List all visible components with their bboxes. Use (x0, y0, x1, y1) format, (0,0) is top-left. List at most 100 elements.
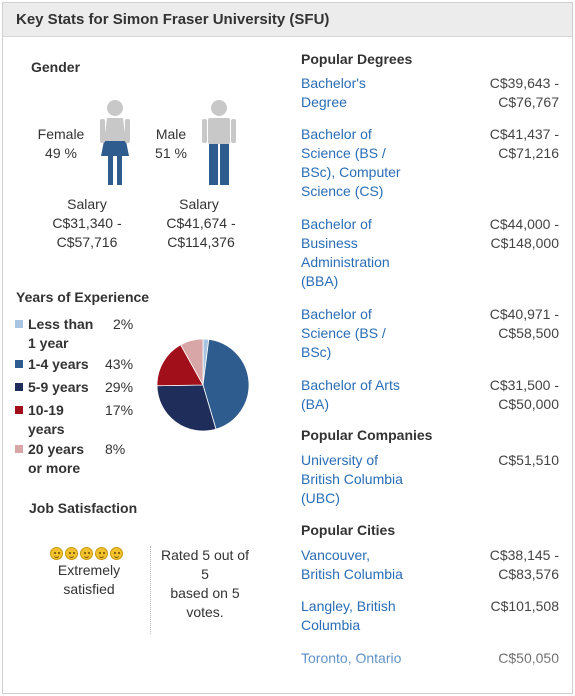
popular-companies-title: Popular Companies (301, 427, 433, 443)
satisfaction-text: Extremely satisfied (57, 562, 121, 597)
male-salary-low: C$41,674 - (166, 215, 236, 231)
salary-high: C$58,500 (498, 325, 559, 341)
legend-label-line1: 10-19 (28, 402, 64, 418)
pie-slice-5 (180, 338, 204, 387)
male-salary-high: C$114,376 (167, 234, 235, 250)
degree-link-line: Science (BS / (301, 145, 386, 161)
salary-low: C$40,971 - (489, 306, 559, 322)
smiley-icon (95, 546, 108, 560)
legend-swatch (15, 320, 23, 328)
pie-slice-3 (156, 384, 217, 432)
rated-line1: Rated 5 out of (161, 547, 249, 563)
satisfaction-divider (150, 546, 151, 634)
legend-label-line1: Less than (28, 316, 94, 332)
pie-slice-4 (156, 344, 204, 387)
pie-slice-2 (202, 338, 250, 430)
popular-cities-title: Popular Cities (301, 522, 396, 538)
smiley-icon (110, 546, 123, 560)
legend-label-line1: 5-9 years (28, 379, 89, 395)
degree-link-line: Bachelor of (301, 306, 372, 322)
salary-high: C$50,000 (498, 396, 559, 412)
salary-low: C$50,050 (498, 650, 559, 666)
legend-percent: 29% (105, 379, 134, 395)
female-salary-low: C$31,340 - (52, 215, 122, 231)
degree-link[interactable]: Bachelor's Degree (301, 74, 481, 112)
company-salary: C$51,510 (498, 452, 559, 468)
degree-link-line: Science (BS / (301, 325, 386, 341)
female-salary-label: Salary (67, 196, 107, 212)
legend-label-line2: 1 year (28, 335, 69, 351)
salary-low: C$39,643 - (489, 75, 559, 91)
city-salary: C$101,508 (443, 597, 559, 616)
degree-salary: C$40,971 - C$58,500 (443, 305, 559, 343)
city-link[interactable]: Langley, British Columbia (301, 597, 481, 635)
degree-link-line: Science (CS) (301, 183, 384, 199)
male-salary-label: Salary (179, 196, 219, 212)
experience-pie-chart (156, 338, 250, 432)
female-salary-high: C$57,716 (56, 234, 118, 250)
degree-salary: C$44,000 - C$148,000 (443, 215, 559, 253)
city-link-line: Columbia (301, 617, 361, 633)
city-link-line: Langley, British (301, 598, 396, 614)
female-figure-icon (100, 100, 130, 185)
salary-high: C$76,767 (498, 94, 559, 110)
salary-high: C$83,576 (498, 566, 559, 582)
degree-link-line: Administration (301, 254, 390, 270)
company-link-line: British Columbia (301, 471, 403, 487)
legend-swatch (15, 360, 23, 368)
rated-line4: votes. (186, 604, 224, 620)
degree-link[interactable]: Bachelor of Arts (BA) (301, 376, 481, 414)
male-label: Male (155, 126, 187, 142)
rated-line3: based on 5 (170, 585, 240, 601)
degree-link-line: Business (301, 235, 358, 251)
legend-percent: 17% (105, 402, 134, 418)
legend-swatch (15, 445, 23, 453)
satisfaction-rated-block: Rated 5 out of 5 based on 5 votes. (153, 546, 257, 622)
city-salary: C$50,050 (443, 649, 559, 668)
rated-line2: 5 (201, 566, 209, 582)
legend-label-line2: or more (28, 460, 81, 476)
smiley-icon (80, 546, 93, 560)
panel-title: Key Stats for Simon Fraser University (S… (16, 11, 330, 28)
experience-title: Years of Experience (16, 289, 150, 305)
degree-link[interactable]: Bachelor of Business Administration (BBA… (301, 215, 481, 291)
job-satisfaction-title: Job Satisfaction (29, 500, 138, 516)
city-link[interactable]: Vancouver, British Columbia (301, 546, 481, 584)
male-figure-icon (202, 100, 236, 185)
salary-high: C$148,000 (490, 235, 559, 251)
satisfaction-rating-icons (50, 544, 134, 560)
female-label: Female (37, 126, 85, 142)
salary-low: C$101,508 (490, 598, 559, 614)
legend-percent: 43% (105, 356, 134, 372)
degree-link-line: (BBA) (301, 273, 339, 289)
male-percent: 51 % (155, 145, 187, 161)
female-percent: 49 % (45, 145, 77, 161)
city-link-line: British Columbia (301, 566, 403, 582)
degree-salary: C$31,500 - C$50,000 (443, 376, 559, 414)
salary-low: C$38,145 - (489, 547, 559, 563)
legend-swatch (15, 406, 23, 414)
legend-percent: 2% (113, 316, 134, 332)
salary-high: C$71,216 (498, 145, 559, 161)
degree-salary: C$39,643 - C$76,767 (443, 74, 559, 112)
degree-link-line: BSc) (301, 344, 332, 360)
panel-header: Key Stats for Simon Fraser University (S… (3, 3, 572, 37)
degree-salary: C$41,437 - C$71,216 (443, 125, 559, 163)
legend-label-line1: 1-4 years (28, 356, 89, 372)
legend-swatch (15, 383, 23, 391)
degree-link-line: (BA) (301, 396, 329, 412)
company-link-line: (UBC) (301, 490, 340, 506)
degree-link[interactable]: Bachelor of Science (BS / BSc) (301, 305, 481, 362)
popular-degrees-title: Popular Degrees (301, 51, 413, 67)
legend-label-line1: 20 years (28, 441, 85, 457)
degree-link-line: Bachelor of (301, 126, 372, 142)
degree-link-line: Bachelor of (301, 216, 372, 232)
company-link[interactable]: University of British Columbia (UBC) (301, 451, 481, 508)
company-link-line: University of (301, 452, 379, 468)
city-link-line: Vancouver, (301, 547, 371, 563)
salary-low: C$41,437 - (489, 126, 559, 142)
degree-link[interactable]: Bachelor of Science (BS / BSc), Computer… (301, 125, 481, 201)
smiley-icon (65, 546, 78, 560)
gender-title: Gender (31, 59, 81, 75)
